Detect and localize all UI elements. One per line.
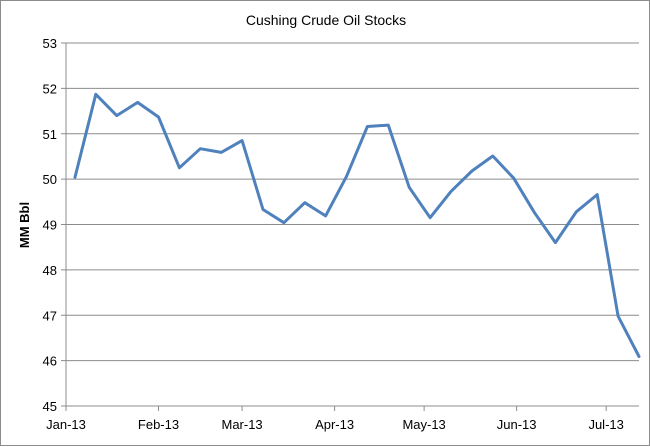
y-axis-label: MM Bbl <box>17 202 32 248</box>
axes <box>66 43 639 411</box>
y-tick-label: 51 <box>43 127 57 142</box>
y-tick-labels: 45 46 47 48 49 50 51 52 53 <box>43 36 57 414</box>
x-tick-labels: Jan-13 Feb-13 Mar-13 Apr-13 May-13 Jun-13 Jul-… <box>46 417 624 432</box>
chart-title: Cushing Crude Oil Stocks <box>246 12 406 28</box>
y-tick-label: 49 <box>43 218 57 233</box>
x-tick-label: Mar-13 <box>221 417 262 432</box>
y-tick-label: 45 <box>43 399 57 414</box>
x-tick-label: Jan-13 <box>46 417 86 432</box>
y-tick-label: 53 <box>43 36 57 51</box>
x-tick-label: Apr-13 <box>315 417 354 432</box>
x-tick-label: Jul-13 <box>588 417 623 432</box>
gridlines <box>61 43 639 406</box>
y-tick-label: 52 <box>43 81 57 96</box>
y-tick-label: 50 <box>43 172 57 187</box>
y-tick-label: 46 <box>43 354 57 369</box>
y-tick-label: 47 <box>43 308 57 323</box>
y-tick-label: 48 <box>43 263 57 278</box>
x-tick-label: Feb-13 <box>138 417 179 432</box>
x-tick-label: Jun-13 <box>497 417 537 432</box>
x-tick-label: May-13 <box>402 417 445 432</box>
